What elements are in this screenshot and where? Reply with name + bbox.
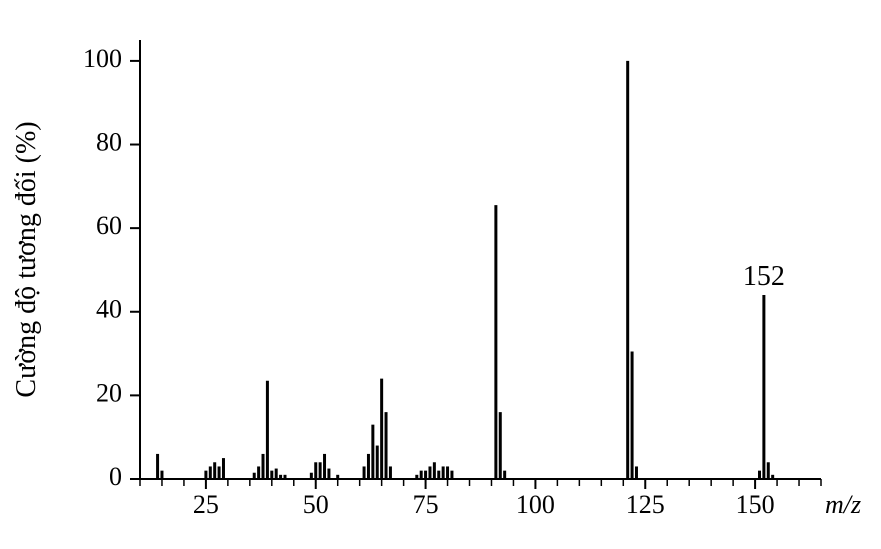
x-tick-label: 100 — [516, 490, 555, 519]
y-tick-label: 20 — [96, 378, 122, 407]
y-axis-label: Cường độ tương đối (%) — [11, 121, 42, 397]
x-tick-label: 75 — [413, 490, 439, 519]
x-tick-label: 50 — [303, 490, 329, 519]
chart-svg: 0 20 40 60 80 100 25 50 75 100 125 150 m/z Cường độ t… — [0, 0, 881, 549]
x-tick-label: 125 — [626, 490, 665, 519]
x-tick-label: 150 — [736, 490, 775, 519]
y-tick-label: 60 — [96, 211, 122, 240]
mass-spectrum-chart: 0 20 40 60 80 100 25 50 75 100 125 150 m/z Cường độ t… — [0, 0, 881, 549]
peak-annotation: 152 — [743, 261, 785, 292]
x-axis-label: m/z — [825, 490, 861, 519]
x-tick-label: 25 — [193, 490, 219, 519]
y-tick-label: 80 — [96, 127, 122, 156]
y-tick-label: 40 — [96, 295, 122, 324]
y-tick-label: 0 — [109, 462, 122, 491]
y-tick-label: 100 — [83, 44, 122, 73]
